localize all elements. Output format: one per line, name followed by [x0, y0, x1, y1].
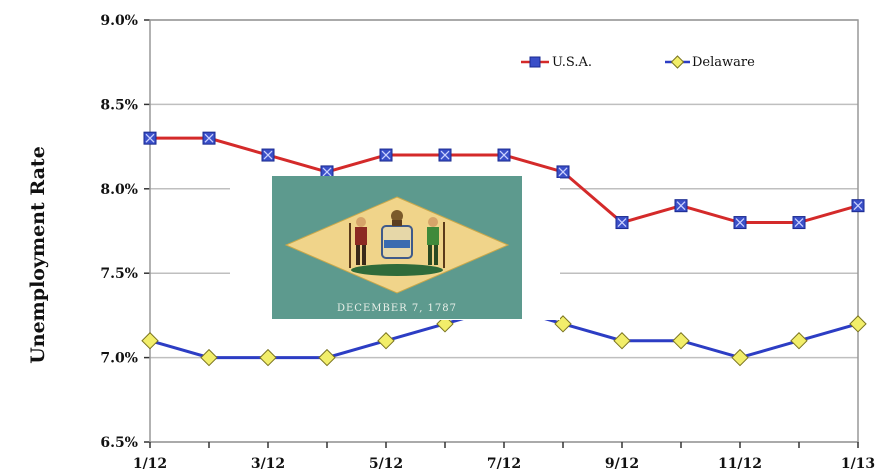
x-tick-labels: 1/12 3/12 5/12 7/12 9/12 11/12 1/13 — [133, 456, 875, 472]
legend-marker-delaware — [670, 55, 685, 69]
legend-marker-usa — [529, 56, 541, 68]
usa-point-cross — [853, 201, 863, 211]
x-tick-label: 5/12 — [369, 456, 403, 472]
usa-point-cross — [558, 167, 568, 177]
usa-point-cross — [617, 218, 627, 228]
legend-label-usa: U.S.A. — [552, 55, 592, 70]
x-tick-label: 11/12 — [718, 456, 762, 472]
usa-point-cross — [676, 201, 686, 211]
usa-point-cross — [322, 167, 332, 177]
delaware-point — [318, 348, 336, 367]
legend-item-usa: U.S.A. — [521, 55, 592, 70]
delaware-point — [259, 348, 277, 367]
axes — [144, 19, 859, 448]
flag-date-text: DECEMBER 7, 1787 — [337, 303, 457, 314]
usa-point-cross — [145, 133, 155, 143]
flag-coat-of-arms-icon — [349, 210, 445, 276]
y-tick-label: 6.5% — [100, 435, 138, 451]
delaware-point — [141, 332, 159, 350]
x-tick-label: 1/13 — [841, 456, 875, 472]
usa-point-cross — [499, 150, 509, 160]
usa-point-cross — [204, 133, 214, 143]
delaware-flag-image: DECEMBER 7, 1787 — [230, 176, 560, 320]
y-tick-labels: 6.5% 7.0% 7.5% 8.0% 8.5% 9.0% — [100, 13, 138, 451]
x-tick-label: 7/12 — [487, 456, 521, 472]
x-tick-label: 1/12 — [133, 456, 167, 472]
usa-point-cross — [263, 150, 273, 160]
delaware-point — [849, 315, 867, 333]
legend-label-delaware: Delaware — [692, 55, 755, 70]
usa-point-cross — [440, 150, 450, 160]
y-axis-title: Unemployment Rate — [27, 146, 49, 364]
x-tick-label: 3/12 — [251, 456, 285, 472]
delaware-point — [731, 348, 749, 367]
y-tick-label: 8.0% — [100, 182, 138, 198]
y-tick-label: 9.0% — [100, 13, 138, 29]
y-tick-label: 8.5% — [100, 97, 138, 113]
delaware-point — [200, 348, 218, 367]
usa-point-cross — [735, 218, 745, 228]
y-tick-label: 7.0% — [100, 351, 138, 367]
x-tick-label: 9/12 — [605, 456, 639, 472]
delaware-point — [613, 332, 631, 350]
legend: U.S.A. Delaware — [521, 55, 755, 70]
y-tick-label: 7.5% — [100, 266, 138, 282]
usa-point-cross — [381, 150, 391, 160]
delaware-point — [790, 332, 808, 350]
usa-point-cross — [794, 218, 804, 228]
delaware-point — [672, 332, 690, 350]
legend-item-delaware: Delaware — [665, 55, 755, 70]
delaware-point — [377, 332, 395, 350]
